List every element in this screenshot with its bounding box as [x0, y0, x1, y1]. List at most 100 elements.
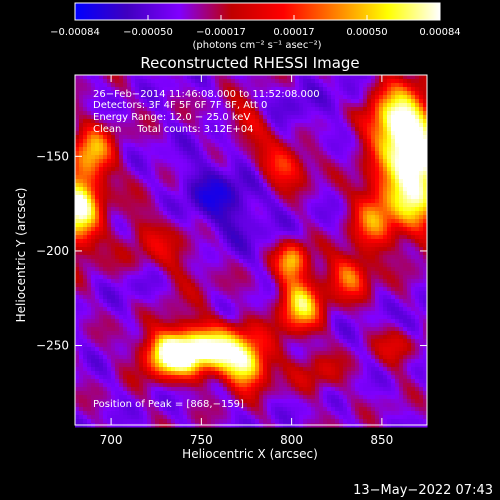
heatmap-cell [195, 211, 200, 216]
heatmap-cell [267, 287, 272, 292]
heatmap-cell [111, 203, 116, 208]
heatmap-cell [291, 287, 296, 292]
heatmap-cell [75, 167, 80, 172]
heatmap-cell [123, 251, 128, 256]
heatmap-cell [187, 183, 192, 188]
heatmap-cell [147, 179, 152, 184]
heatmap-cell [255, 175, 260, 180]
heatmap-cell [247, 127, 252, 132]
heatmap-cell [83, 183, 88, 188]
heatmap-cell [279, 179, 284, 184]
heatmap-cell [327, 283, 332, 288]
heatmap-cell [307, 227, 312, 232]
heatmap-cell [83, 155, 88, 160]
heatmap-cell [183, 259, 188, 264]
heatmap-cell [375, 147, 380, 152]
heatmap-cell [99, 143, 104, 148]
heatmap-cell [399, 163, 404, 168]
heatmap-cell [403, 99, 408, 104]
heatmap-cell [395, 111, 400, 116]
heatmap-cell [207, 251, 212, 256]
heatmap-cell [283, 91, 288, 96]
heatmap-cell [79, 243, 84, 248]
heatmap-cell [327, 231, 332, 236]
heatmap-cell [163, 187, 168, 192]
heatmap-cell [351, 111, 356, 116]
heatmap-cell [147, 83, 152, 88]
heatmap-cell [195, 99, 200, 104]
heatmap-cell [123, 171, 128, 176]
heatmap-cell [127, 115, 132, 120]
heatmap-cell [415, 115, 420, 120]
heatmap-cell [203, 79, 208, 84]
heatmap-cell [107, 147, 112, 152]
heatmap-cell [255, 239, 260, 244]
heatmap-cell [367, 95, 372, 100]
heatmap-cell [255, 127, 260, 132]
heatmap-cell [311, 259, 316, 264]
heatmap-cell [103, 263, 108, 268]
heatmap-cell [355, 251, 360, 256]
heatmap-cell [339, 251, 344, 256]
heatmap-cell [335, 163, 340, 168]
heatmap-cell [411, 107, 416, 112]
heatmap-cell [279, 251, 284, 256]
heatmap-cell [323, 103, 328, 108]
heatmap-cell [251, 239, 256, 244]
heatmap-cell [387, 95, 392, 100]
heatmap-cell [135, 139, 140, 144]
heatmap-cell [255, 143, 260, 148]
heatmap-cell [415, 75, 420, 80]
heatmap-cell [155, 211, 160, 216]
heatmap-cell [235, 263, 240, 268]
heatmap-cell [347, 227, 352, 232]
heatmap-cell [287, 207, 292, 212]
heatmap-cell [307, 259, 312, 264]
heatmap-cell [179, 291, 184, 296]
heatmap-cell [83, 247, 88, 252]
heatmap-cell [351, 251, 356, 256]
heatmap-cell [299, 275, 304, 280]
heatmap-cell [371, 239, 376, 244]
heatmap-cell [291, 219, 296, 224]
heatmap-cell [171, 151, 176, 156]
heatmap-cell [263, 183, 268, 188]
heatmap-cell [403, 251, 408, 256]
heatmap-cell [307, 159, 312, 164]
heatmap-cell [119, 111, 124, 116]
heatmap-cell [379, 83, 384, 88]
heatmap-cell [271, 195, 276, 200]
heatmap-cell [239, 111, 244, 116]
heatmap-cell [399, 95, 404, 100]
heatmap-cell [375, 143, 380, 148]
heatmap-cell [275, 91, 280, 96]
heatmap-cell [347, 211, 352, 216]
heatmap-cell [191, 163, 196, 168]
heatmap-cell [391, 151, 396, 156]
heatmap-cell [99, 87, 104, 92]
heatmap-cell [103, 163, 108, 168]
heatmap-cell [119, 191, 124, 196]
heatmap-cell [99, 75, 104, 80]
heatmap-cell [283, 219, 288, 224]
heatmap-cell [335, 231, 340, 236]
heatmap-cell [79, 103, 84, 108]
heatmap-cell [135, 235, 140, 240]
heatmap-cell [403, 191, 408, 196]
heatmap-cell [111, 263, 116, 268]
heatmap-cell [339, 187, 344, 192]
heatmap-cell [163, 107, 168, 112]
heatmap-cell [179, 87, 184, 92]
heatmap-cell [147, 115, 152, 120]
heatmap-cell [279, 107, 284, 112]
heatmap-cell [127, 203, 132, 208]
heatmap-cell [87, 95, 92, 100]
heatmap-cell [147, 203, 152, 208]
heatmap-cell [103, 195, 108, 200]
heatmap-cell [123, 155, 128, 160]
heatmap-cell [147, 151, 152, 156]
heatmap-cell [283, 115, 288, 120]
heatmap-cell [255, 139, 260, 144]
heatmap-cell [239, 107, 244, 112]
heatmap-cell [199, 227, 204, 232]
